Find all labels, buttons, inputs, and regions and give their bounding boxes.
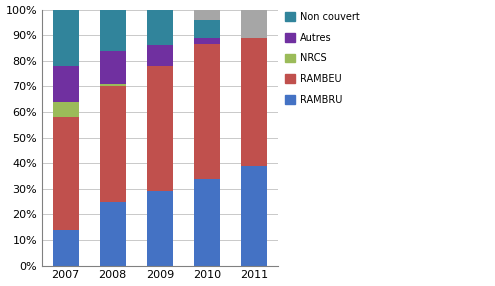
Bar	[100, 86, 126, 202]
Bar	[147, 9, 173, 45]
Legend: Non couvert, Autres, NRCS, RAMBEU, RAMBRU: Non couvert, Autres, NRCS, RAMBEU, RAMBR…	[285, 12, 359, 105]
Bar	[147, 66, 173, 191]
Bar	[194, 38, 220, 43]
Bar	[52, 102, 79, 117]
Bar	[241, 38, 267, 166]
Bar	[194, 9, 220, 20]
Bar	[100, 9, 126, 51]
Bar	[52, 230, 79, 266]
Bar	[100, 84, 126, 86]
Bar	[241, 9, 267, 38]
Bar	[147, 45, 173, 66]
Bar	[52, 66, 79, 102]
Bar	[194, 179, 220, 266]
Bar	[52, 9, 79, 66]
Bar	[194, 43, 220, 179]
Bar	[194, 20, 220, 38]
Bar	[52, 117, 79, 230]
Bar	[100, 51, 126, 84]
Bar	[100, 202, 126, 266]
Bar	[147, 191, 173, 266]
Bar	[241, 166, 267, 266]
